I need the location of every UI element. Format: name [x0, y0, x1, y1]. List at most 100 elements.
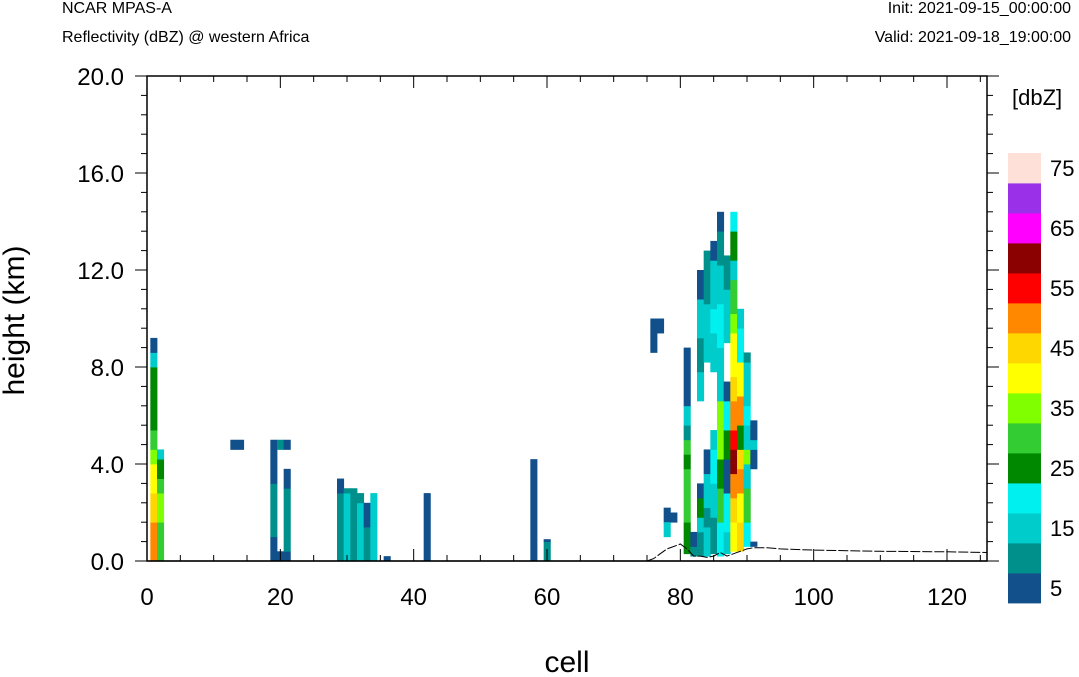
reflectivity-cell [730, 430, 738, 450]
colorbar-swatch [1008, 543, 1041, 574]
reflectivity-cell [283, 439, 291, 450]
y-tick-label: 20.0 [77, 64, 124, 91]
reflectivity-cell [737, 522, 745, 552]
x-tick-label: 40 [400, 584, 427, 611]
reflectivity-cell [743, 405, 751, 426]
reflectivity-cell [683, 454, 691, 470]
reflectivity-cell [730, 449, 738, 475]
reflectivity-cell [697, 270, 705, 300]
reflectivity-cell [717, 265, 725, 305]
reflectivity-cell [657, 318, 665, 334]
reflectivity-cell [730, 522, 738, 552]
reflectivity-cell [157, 493, 165, 523]
reflectivity-cell [730, 400, 738, 431]
reflectivity-cell [717, 522, 725, 557]
reflectivity-cells [150, 211, 758, 562]
reflectivity-cell [730, 473, 738, 499]
reflectivity-cell [150, 449, 158, 465]
reflectivity-cell [703, 449, 711, 475]
reflectivity-cell [723, 430, 731, 460]
reflectivity-cell [683, 347, 691, 407]
axis-ticks [135, 75, 999, 562]
reflectivity-cell [157, 522, 165, 562]
reflectivity-cell [697, 531, 705, 557]
reflectivity-cell [710, 260, 718, 310]
reflectivity-cell [717, 347, 725, 402]
reflectivity-cell [723, 459, 731, 494]
reflectivity-cell [683, 405, 691, 426]
reflectivity-cell [730, 376, 738, 402]
reflectivity-cell [750, 449, 758, 470]
reflectivity-cell [150, 493, 158, 523]
axis-tick-labels: 0 20 40 60 80 100 120 0.0 4.0 8.0 12.0 16.0 20.0 [77, 64, 967, 611]
reflectivity-cell [363, 502, 371, 528]
y-tick-label: 12.0 [77, 258, 124, 285]
reflectivity-cell [723, 255, 731, 290]
reflectivity-cell [717, 231, 725, 266]
reflectivity-cell [150, 464, 158, 494]
colorbar-swatch [1008, 243, 1041, 274]
reflectivity-cell [743, 425, 751, 450]
reflectivity-cell [703, 473, 711, 509]
reflectivity-cell [270, 449, 278, 484]
reflectivity-cell [730, 279, 738, 315]
reflectivity-cell [737, 308, 745, 329]
reflectivity-cell [663, 507, 671, 523]
y-tick-label: 16.0 [77, 161, 124, 188]
reflectivity-cell [723, 289, 731, 344]
reflectivity-cell [730, 231, 738, 261]
reflectivity-cell [737, 425, 745, 450]
reflectivity-cell [710, 517, 718, 555]
reflectivity-cell [717, 400, 725, 460]
reflectivity-cell [270, 483, 278, 538]
reflectivity-cell [270, 439, 278, 450]
colorbar-label: 55 [1050, 276, 1074, 301]
reflectivity-cell [690, 546, 698, 557]
reflectivity-cell [750, 541, 758, 547]
valid-time: Valid: 2021-09-18_19:00:00 [874, 29, 1071, 46]
reflectivity-cell [357, 502, 365, 562]
colorbar-swatch [1008, 363, 1041, 394]
reflectivity-cell [737, 396, 745, 426]
reflectivity-cell [337, 493, 345, 562]
colorbar-label: 35 [1050, 396, 1074, 421]
reflectivity-cell [150, 430, 158, 450]
colorbar-swatch [1008, 483, 1041, 514]
x-axis-title: cell [544, 646, 589, 677]
reflectivity-cell [717, 303, 725, 348]
y-tick-label: 4.0 [91, 452, 124, 479]
reflectivity-cell [737, 468, 745, 494]
reflectivity-cell [710, 430, 718, 450]
reflectivity-cell [277, 439, 285, 450]
terrain-line [646, 543, 988, 562]
reflectivity-cell [717, 459, 725, 489]
reflectivity-cell [737, 328, 745, 363]
colorbar-label: 15 [1050, 516, 1074, 541]
x-tick-label: 100 [794, 584, 834, 611]
reflectivity-cell [337, 478, 345, 494]
reflectivity-cell [157, 449, 165, 460]
reflectivity-cell [710, 483, 718, 518]
reflectivity-cell [737, 449, 745, 470]
colorbar-swatch [1008, 303, 1041, 334]
reflectivity-cell [723, 400, 731, 431]
y-tick-label: 8.0 [91, 355, 124, 382]
reflectivity-cell [150, 367, 158, 431]
colorbar: 5 15 25 35 45 55 65 75 [1008, 153, 1074, 604]
reflectivity-cell [743, 464, 751, 489]
reflectivity-cell [723, 531, 731, 555]
reflectivity-cell [370, 493, 378, 562]
x-tick-label: 0 [140, 584, 153, 611]
reflectivity-cell [710, 308, 718, 334]
reflectivity-cell [150, 337, 158, 353]
reflectivity-cell [283, 527, 291, 552]
colorbar-swatch [1008, 213, 1041, 244]
reflectivity-cell [697, 299, 705, 339]
reflectivity-cell [730, 260, 738, 281]
reflectivity-cell [730, 333, 738, 378]
reflectivity-cell [750, 439, 758, 450]
reflectivity-cell [717, 211, 725, 232]
colorbar-swatch [1008, 453, 1041, 484]
reflectivity-cell [703, 507, 711, 528]
reflectivity-cell [723, 381, 731, 402]
